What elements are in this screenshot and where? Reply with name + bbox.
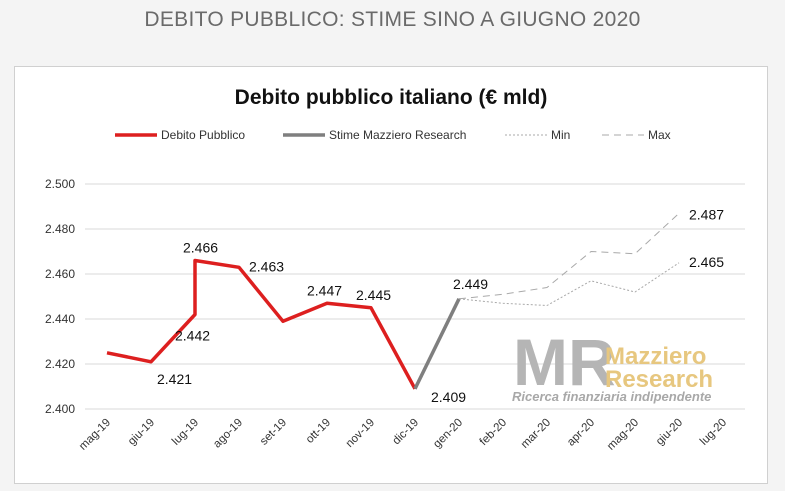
x-tick-label: giu-19 [126, 417, 157, 448]
watermark-mr-letters: MR [513, 325, 616, 399]
series-line [106, 258, 417, 390]
legend-label: Debito Pubblico [161, 128, 245, 142]
data-label: 2.463 [249, 258, 284, 274]
y-axis: 2.400 2.420 2.440 2.460 2.480 2.500 [45, 177, 75, 416]
y-tick-label: 2.460 [45, 267, 75, 281]
x-axis: mag-19 giu-19 lug-19 ago-19 set-19 ott-19 nov-… [77, 417, 729, 453]
legend-label: Stime Mazziero Research [329, 128, 466, 142]
x-tick-label: ago-19 [211, 417, 245, 451]
chart-grid [85, 183, 745, 410]
data-label: 2.465 [689, 254, 724, 270]
x-tick-label: feb-20 [478, 417, 510, 449]
y-tick-label: 2.400 [45, 402, 75, 416]
x-tick-label: dic-19 [390, 417, 421, 448]
watermark-tagline: Ricerca finanziaria indipendente [512, 389, 711, 404]
legend-label: Max [648, 128, 671, 142]
x-tick-label: gen-20 [431, 417, 465, 451]
x-tick-label: mag-19 [77, 417, 113, 453]
y-tick-label: 2.500 [45, 177, 75, 191]
data-label: 2.442 [175, 328, 210, 344]
series-line [413, 298, 461, 390]
data-label: 2.447 [307, 282, 342, 298]
data-label: 2.487 [689, 206, 724, 222]
series-line [458, 262, 680, 306]
y-tick-label: 2.420 [45, 357, 75, 371]
data-label: 2.445 [356, 287, 391, 303]
watermark-name-line1: Mazziero [605, 343, 706, 370]
chart-series [106, 212, 680, 390]
x-tick-label: lug-19 [170, 417, 201, 448]
data-label: 2.421 [157, 371, 192, 387]
chart-legend: Debito Pubblico Stime Mazziero Research Mi… [115, 128, 671, 142]
data-label: 2.409 [431, 389, 466, 405]
x-tick-label: mar-20 [519, 417, 553, 451]
x-tick-label: giu-20 [654, 417, 685, 448]
x-tick-label: mag-20 [605, 417, 641, 453]
page-title: DEBITO PUBBLICO: STIME SINO A GIUGNO 202… [144, 8, 641, 31]
chart-card: Debito pubblico italiano (€ mld) Debito … [14, 66, 768, 484]
data-label: 2.466 [183, 240, 218, 256]
y-tick-label: 2.440 [45, 312, 75, 326]
data-label: 2.449 [453, 276, 488, 292]
legend-label: Min [551, 128, 570, 142]
chart-title: Debito pubblico italiano (€ mld) [235, 86, 548, 109]
watermark-name-line2: Research [605, 366, 713, 393]
x-tick-label: ott-19 [304, 417, 333, 446]
x-tick-label: nov-19 [344, 417, 377, 450]
x-tick-label: set-19 [258, 417, 289, 448]
watermark-logo: MR Mazziero Research Ricerca finanziaria… [512, 325, 713, 404]
line-chart: Debito pubblico italiano (€ mld) Debito … [45, 86, 745, 453]
data-labels: 2.421 2.442 2.466 2.463 2.447 2.445 2.409 2.449… [157, 206, 724, 405]
x-tick-label: lug-20 [698, 417, 729, 448]
x-tick-label: apr-20 [565, 417, 597, 449]
y-tick-label: 2.480 [45, 222, 75, 236]
series-line [458, 212, 680, 300]
